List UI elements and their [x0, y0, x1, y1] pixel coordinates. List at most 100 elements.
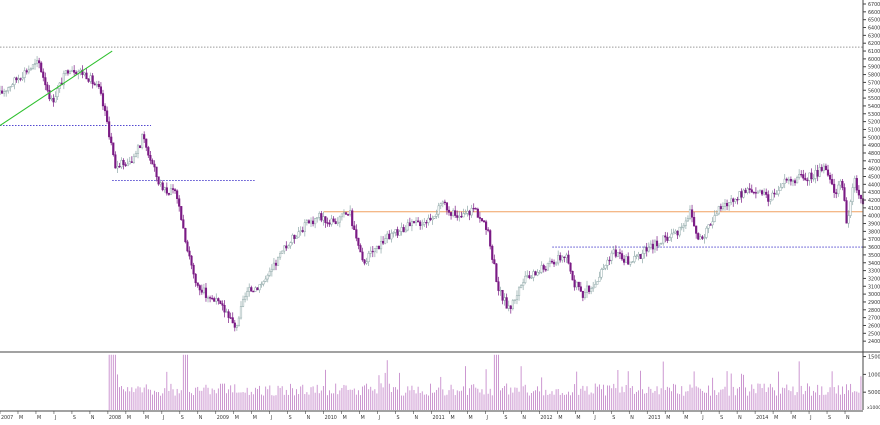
candle-body — [396, 229, 399, 236]
volume-bar — [372, 390, 374, 410]
price-tick-label: 4900 — [868, 143, 880, 149]
trendline-layer — [0, 50, 113, 126]
candle-body — [787, 179, 790, 181]
candle-body — [7, 87, 10, 92]
candle-body — [478, 217, 481, 219]
candle-body — [151, 160, 154, 165]
candle-body — [763, 191, 766, 195]
volume-bar — [226, 393, 227, 410]
volume-bar — [543, 395, 545, 410]
candle-body — [633, 256, 636, 263]
volume-bar — [590, 392, 592, 410]
volume-bar — [650, 388, 652, 410]
price-tick-label: 2600 — [868, 323, 880, 329]
candle-body — [324, 216, 327, 223]
candle-body — [577, 281, 580, 287]
candle-body — [182, 219, 185, 229]
volume-bar — [392, 387, 394, 410]
volume-bar — [222, 383, 223, 410]
volume-bar — [438, 387, 440, 410]
candle-body — [408, 222, 411, 227]
volume-bar — [252, 394, 254, 410]
volume-bar — [582, 385, 584, 410]
candle-body — [404, 229, 407, 233]
volume-bar — [720, 389, 722, 410]
time-tick-label: J — [162, 415, 164, 421]
candle-body — [474, 208, 477, 210]
candle-body — [421, 224, 424, 226]
candle-body — [23, 70, 26, 78]
time-tick-label: 2007 — [1, 415, 13, 421]
candle-body — [812, 178, 815, 180]
candle-body — [307, 220, 311, 224]
volume-bar — [434, 392, 435, 410]
candle-body — [594, 284, 597, 288]
volume-bar — [133, 392, 135, 410]
candle-body — [631, 261, 634, 263]
candle-body — [775, 193, 778, 195]
volume-bar — [292, 388, 293, 410]
volume-bar — [149, 389, 151, 410]
candle-body — [674, 230, 677, 234]
candle-body — [198, 285, 201, 291]
candle-body — [441, 201, 444, 204]
candle-body — [505, 297, 508, 309]
candle-body — [583, 292, 587, 298]
candle-body — [118, 165, 121, 168]
price-tick-label: 2800 — [868, 308, 880, 314]
candle-body — [645, 247, 648, 252]
candle-body — [155, 166, 158, 178]
volume-bar — [397, 389, 398, 410]
volume-bar — [594, 383, 596, 410]
volume-bar — [792, 386, 794, 410]
candle-body — [736, 199, 739, 201]
candle-body — [326, 222, 329, 224]
volume-bar — [164, 388, 166, 410]
candle-body — [824, 165, 827, 171]
price-tick-label: 3300 — [868, 269, 880, 275]
time-tick-label: J — [485, 415, 487, 421]
volume-bar — [380, 383, 382, 410]
volume-bar — [811, 395, 812, 410]
volume-bar — [329, 390, 330, 410]
candle-body — [728, 202, 731, 207]
candle-body — [95, 84, 98, 86]
volume-bar — [403, 395, 405, 410]
volume-bar — [642, 389, 644, 410]
volume-bar — [248, 394, 250, 410]
candle-body — [68, 71, 72, 74]
candle-body — [48, 90, 51, 100]
volume-bar — [749, 391, 751, 410]
candle-body — [723, 202, 727, 207]
candle-body — [347, 214, 350, 216]
candle-body — [64, 70, 67, 74]
volume-bar — [825, 394, 827, 410]
candle-body — [204, 287, 208, 298]
time-tick-label: N — [738, 415, 742, 421]
volume-bar — [211, 388, 213, 410]
candle-body — [260, 283, 263, 286]
candle-body — [423, 222, 426, 225]
candle-body — [270, 268, 273, 272]
candle-body — [487, 229, 490, 231]
time-tick-label: 2011 — [433, 415, 445, 421]
candle-body — [721, 206, 725, 210]
candle-body — [433, 216, 436, 219]
volume-bar — [739, 386, 740, 410]
volume-bar — [771, 387, 773, 410]
candle-body — [682, 224, 685, 228]
candle-body — [425, 222, 428, 224]
candle-body — [93, 83, 96, 86]
candle-body — [618, 252, 622, 254]
candle-body — [338, 216, 341, 223]
volume-bar — [306, 392, 308, 410]
candle-body — [717, 206, 720, 215]
volume-bar — [269, 385, 271, 410]
volume-bar — [254, 387, 256, 410]
candle-body — [178, 198, 181, 207]
horizontal-levels — [0, 46, 863, 248]
candle-body — [715, 213, 718, 216]
volume-bar — [318, 393, 320, 410]
candle-body — [857, 189, 860, 196]
volume-bar — [537, 386, 538, 410]
